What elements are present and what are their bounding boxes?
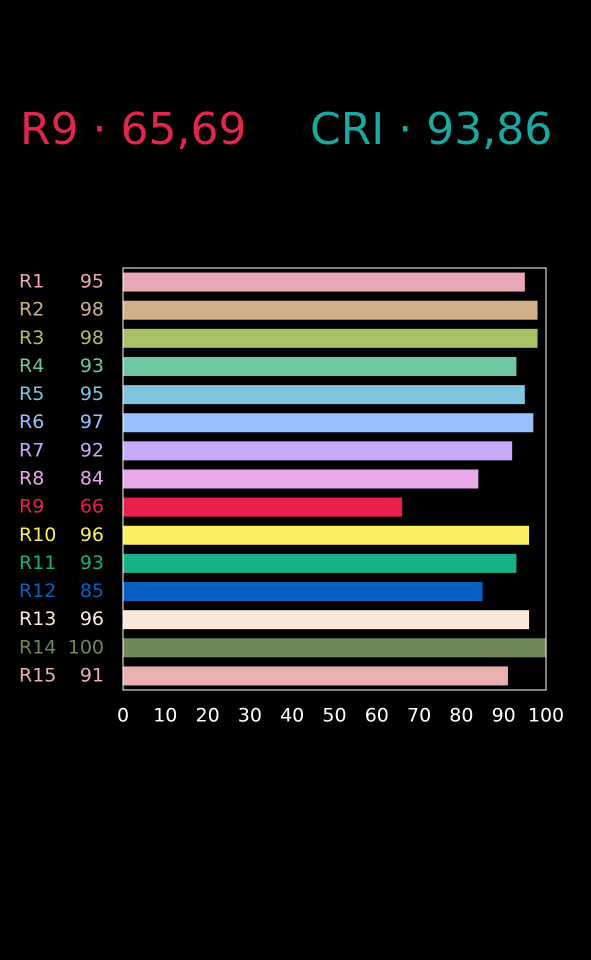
category-label: R1: [19, 271, 44, 293]
bar: [123, 300, 538, 320]
x-tick-label: 10: [153, 705, 177, 727]
value-label: 97: [80, 411, 104, 433]
value-label: 96: [80, 608, 104, 630]
bar: [123, 525, 530, 545]
bar: [123, 638, 546, 658]
bar: [123, 666, 508, 686]
x-tick-label: 0: [117, 705, 129, 727]
header-stat: CRI · 93,86: [310, 104, 552, 155]
x-tick-label: 90: [492, 705, 516, 727]
value-label: 85: [80, 580, 104, 602]
bar: [123, 272, 525, 292]
x-tick-label: 60: [365, 705, 389, 727]
category-label: R13: [19, 608, 56, 630]
bar: [123, 385, 525, 405]
x-tick-label: 80: [449, 705, 473, 727]
category-label: R9: [19, 496, 44, 518]
x-tick-label: 100: [528, 705, 564, 727]
category-label: R6: [19, 411, 44, 433]
plot-frame: [122, 267, 547, 691]
category-label: R14: [19, 636, 56, 658]
value-label: 66: [80, 496, 104, 518]
category-label: R8: [19, 468, 44, 490]
bar: [123, 441, 513, 461]
value-label: 98: [80, 327, 104, 349]
value-label: 96: [80, 524, 104, 546]
x-tick-label: 40: [280, 705, 304, 727]
category-label: R11: [19, 552, 56, 574]
category-label: R12: [19, 580, 56, 602]
bar: [123, 413, 534, 433]
bar: [123, 356, 517, 376]
x-tick-label: 50: [322, 705, 346, 727]
value-label: 93: [80, 552, 104, 574]
category-label: R7: [19, 439, 44, 461]
header-stat: R9 · 65,69: [20, 104, 247, 155]
value-label: 95: [80, 383, 104, 405]
value-label: 84: [80, 468, 104, 490]
category-label: R10: [19, 524, 56, 546]
category-label: R4: [19, 355, 44, 377]
x-tick-label: 70: [407, 705, 431, 727]
category-label: R5: [19, 383, 44, 405]
value-label: 98: [80, 299, 104, 321]
bar: [123, 328, 538, 348]
x-tick-label: 20: [196, 705, 220, 727]
category-label: R2: [19, 299, 44, 321]
bar: [123, 497, 403, 517]
category-label: R3: [19, 327, 44, 349]
value-label: 92: [80, 439, 104, 461]
value-label: 100: [68, 636, 104, 658]
value-label: 93: [80, 355, 104, 377]
bar: [123, 610, 530, 630]
bar: [123, 469, 479, 489]
bar: [123, 582, 483, 602]
value-label: 95: [80, 271, 104, 293]
value-label: 91: [80, 664, 104, 686]
bar: [123, 553, 517, 573]
category-label: R15: [19, 664, 56, 686]
x-tick-label: 30: [238, 705, 262, 727]
